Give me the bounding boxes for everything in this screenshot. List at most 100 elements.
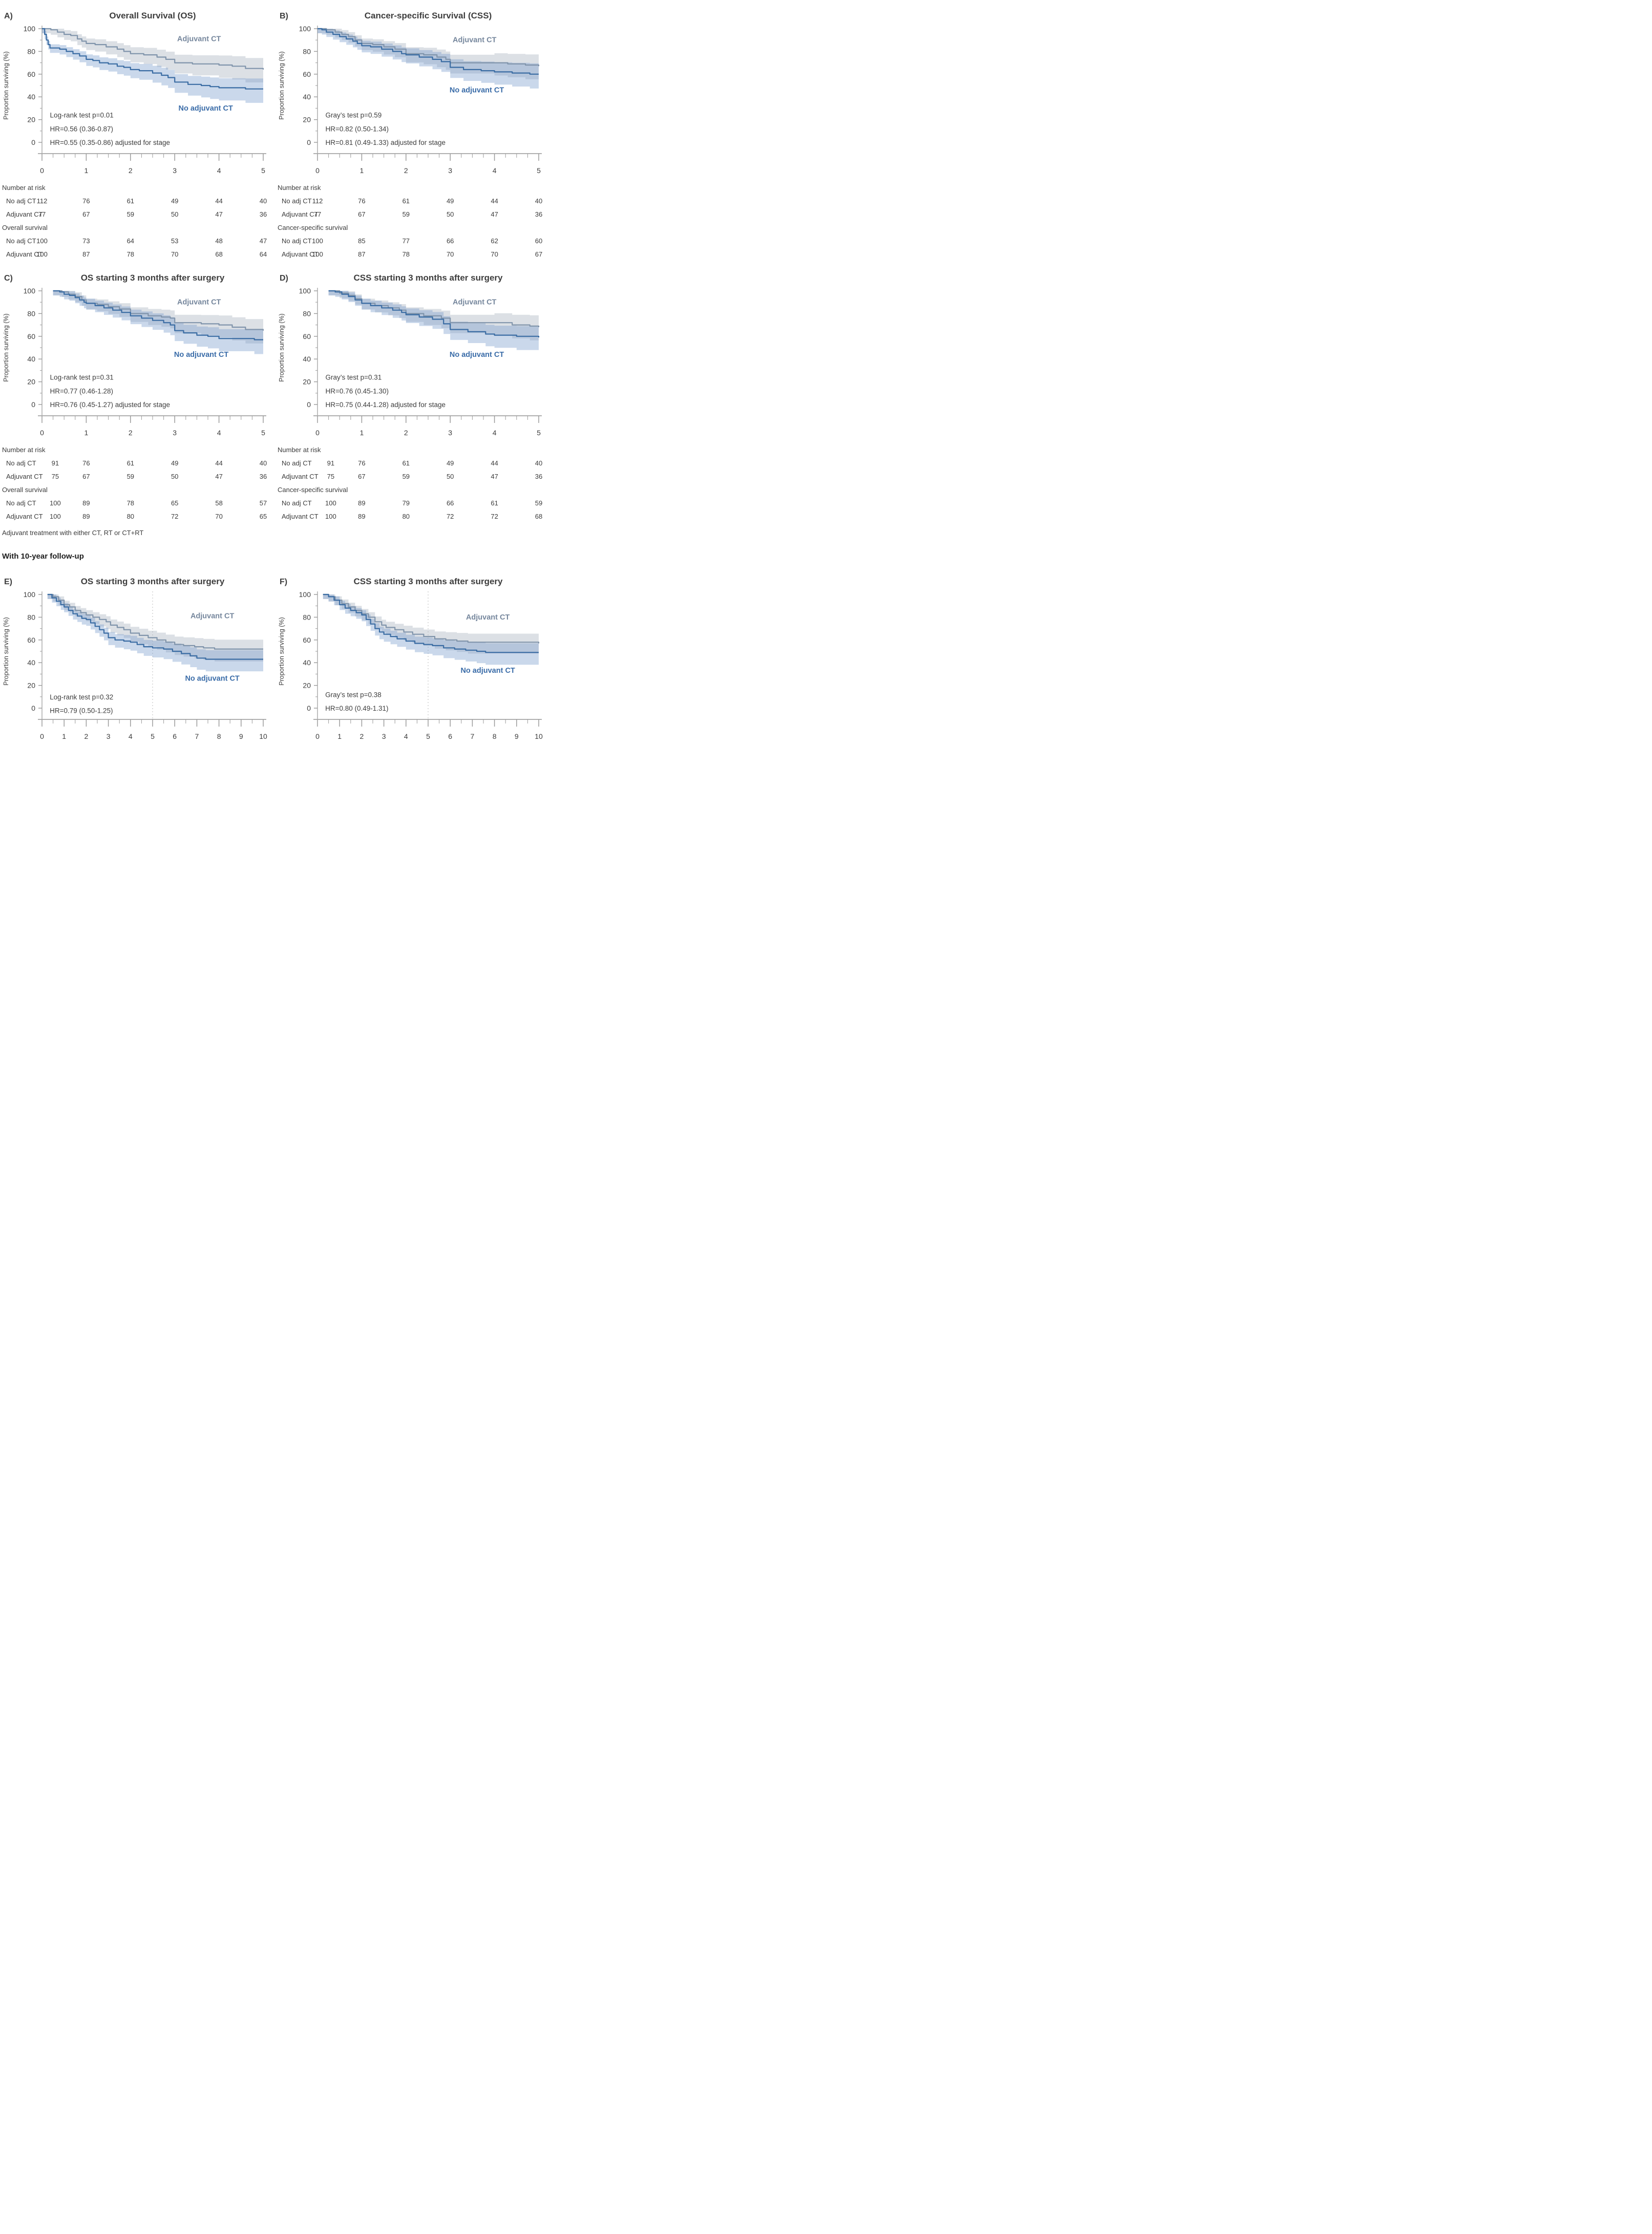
risk-value: 44: [215, 197, 223, 205]
risk-value: 66: [446, 499, 454, 507]
x-tick-label: 3: [173, 429, 177, 437]
risk-value: 67: [358, 473, 366, 480]
risk-value: 76: [82, 459, 90, 467]
risk-row-label: Adjuvant CT: [6, 513, 43, 520]
stat-annotation: Log-rank test p=0.01: [50, 112, 114, 119]
risk-value: 67: [358, 210, 366, 218]
risk-value: 60: [535, 237, 543, 245]
risk-value: 59: [402, 473, 410, 480]
curve-label-adjuvant: Adjuvant CT: [453, 299, 497, 307]
risk-row-label: No adj CT: [282, 459, 312, 467]
risk-value: 72: [171, 513, 179, 520]
risk-value: 48: [215, 237, 223, 245]
risk-value: 100: [36, 250, 48, 258]
risk-value: 75: [51, 473, 59, 480]
risk-value: 61: [402, 459, 410, 467]
survival-curve-no-adjuvant: [47, 593, 263, 660]
risk-value: 77: [402, 237, 410, 245]
risk-row-label: No adj CT: [282, 237, 312, 245]
risk-value: 47: [259, 237, 267, 245]
y-tick-label: 60: [27, 636, 35, 644]
stat-annotation: HR=0.76 (0.45-1.27) adjusted for stage: [50, 401, 171, 409]
risk-table-row: Adjuvant CT 100 89 80 72 72 68: [277, 510, 543, 523]
risk-value: 40: [535, 197, 543, 205]
risk-value: 87: [82, 250, 90, 258]
survival-curve-no-adjuvant: [53, 290, 263, 341]
x-tick-label: 9: [515, 732, 519, 740]
panel-B-chart: B) Cancer-specific Survival (CSS) Proporti…: [278, 11, 542, 175]
risk-value: 64: [259, 250, 267, 258]
y-tick-label: 60: [303, 332, 311, 341]
ci-band-adjuvant: [47, 594, 264, 664]
risk-table-row: No adj CT 112 76 61 49 44 40: [1, 195, 267, 208]
risk-value: 65: [259, 513, 267, 520]
risk-value: 67: [82, 210, 90, 218]
risk-value: 36: [535, 210, 543, 218]
y-axis-label: Proportion surviving (%): [3, 313, 10, 381]
x-tick-label: 8: [217, 732, 221, 740]
risk-value: 47: [491, 210, 498, 218]
risk-row-label: Adjuvant CT: [282, 473, 319, 480]
figure-page: { "figure": { "followup_heading": "With …: [0, 0, 553, 751]
stat-annotation: Gray’s test p=0.38: [325, 691, 382, 698]
risk-row-label: No adj CT: [6, 197, 36, 205]
risk-value: 76: [82, 197, 90, 205]
risk-value: 78: [402, 250, 410, 258]
risk-value: 66: [446, 237, 454, 245]
y-axis-label: Proportion surviving (%): [278, 313, 285, 381]
risk-value: 70: [491, 250, 498, 258]
risk-value: 44: [491, 459, 498, 467]
risk-value: 75: [327, 473, 335, 480]
risk-value: 49: [446, 197, 454, 205]
stat-annotation: Gray’s test p=0.59: [326, 112, 382, 119]
stat-annotation: HR=0.77 (0.46-1.28): [50, 387, 113, 395]
risk-value: 78: [126, 499, 135, 507]
risk-value: 61: [402, 197, 410, 205]
x-tick-label: 2: [84, 732, 89, 740]
x-tick-label: 1: [84, 166, 89, 175]
panels-row-top: A) Overall Survival (OS) Proportion surviv…: [1, 8, 553, 268]
x-tick-label: 4: [217, 166, 221, 175]
risk-value: 40: [259, 459, 267, 467]
risk-value: 100: [50, 499, 61, 507]
survival-curve-no-adjuvant: [323, 593, 539, 653]
panel-E-chart: E) OS starting 3 months after surgery Prop…: [3, 577, 267, 740]
x-tick-label: 0: [315, 429, 320, 437]
risk-table-row: Adjuvant CT 75 67 59 50 47 36: [277, 470, 543, 483]
x-tick-label: 1: [360, 429, 364, 437]
risk-value: 59: [126, 473, 135, 480]
risk-row-label: Adjuvant CT: [282, 513, 319, 520]
risk-table-D: Number at risk No adj CT 91 76 61 49 44 40 Adjuv…: [277, 443, 543, 523]
x-tick-label: 4: [129, 732, 133, 740]
risk-value: 58: [215, 499, 223, 507]
curve-label-no-adjuvant: No adjuvant CT: [185, 675, 239, 683]
y-tick-label: 60: [27, 70, 35, 78]
panels-row-middle: C) OS starting 3 months after surgery Prop…: [1, 270, 553, 539]
x-tick-label: 3: [448, 429, 452, 437]
risk-value: 79: [402, 499, 410, 507]
risk-value: 85: [358, 237, 366, 245]
x-tick-label: 2: [360, 732, 364, 740]
risk-row-label: Adjuvant CT: [282, 210, 319, 218]
x-tick-label: 0: [40, 166, 44, 175]
y-tick-label: 80: [27, 309, 35, 317]
y-tick-label: 0: [31, 704, 35, 712]
curve-label-no-adjuvant: No adjuvant CT: [174, 351, 228, 359]
risk-table-header-at-risk: Number at risk: [278, 446, 321, 454]
stat-annotation: HR=0.81 (0.49-1.33) adjusted for stage: [326, 139, 446, 146]
curve-label-no-adjuvant: No adjuvant CT: [450, 351, 504, 359]
risk-table-row: Adjuvant CT 100 87 78 70 68 64: [1, 248, 267, 261]
risk-value: 49: [446, 459, 454, 467]
panel-title: OS starting 3 months after surgery: [81, 273, 225, 283]
risk-value: 87: [358, 250, 366, 258]
curve-label-adjuvant: Adjuvant CT: [177, 299, 221, 307]
risk-value: 76: [358, 197, 366, 205]
curve-label-adjuvant: Adjuvant CT: [466, 613, 510, 622]
risk-value: 36: [259, 210, 267, 218]
risk-value: 80: [126, 513, 135, 520]
x-tick-label: 3: [107, 732, 111, 740]
y-axis-label: Proportion surviving (%): [278, 617, 285, 685]
risk-table-row: Adjuvant CT 75 67 59 50 47 36: [1, 470, 267, 483]
x-tick-label: 8: [493, 732, 497, 740]
risk-value: 59: [402, 210, 410, 218]
